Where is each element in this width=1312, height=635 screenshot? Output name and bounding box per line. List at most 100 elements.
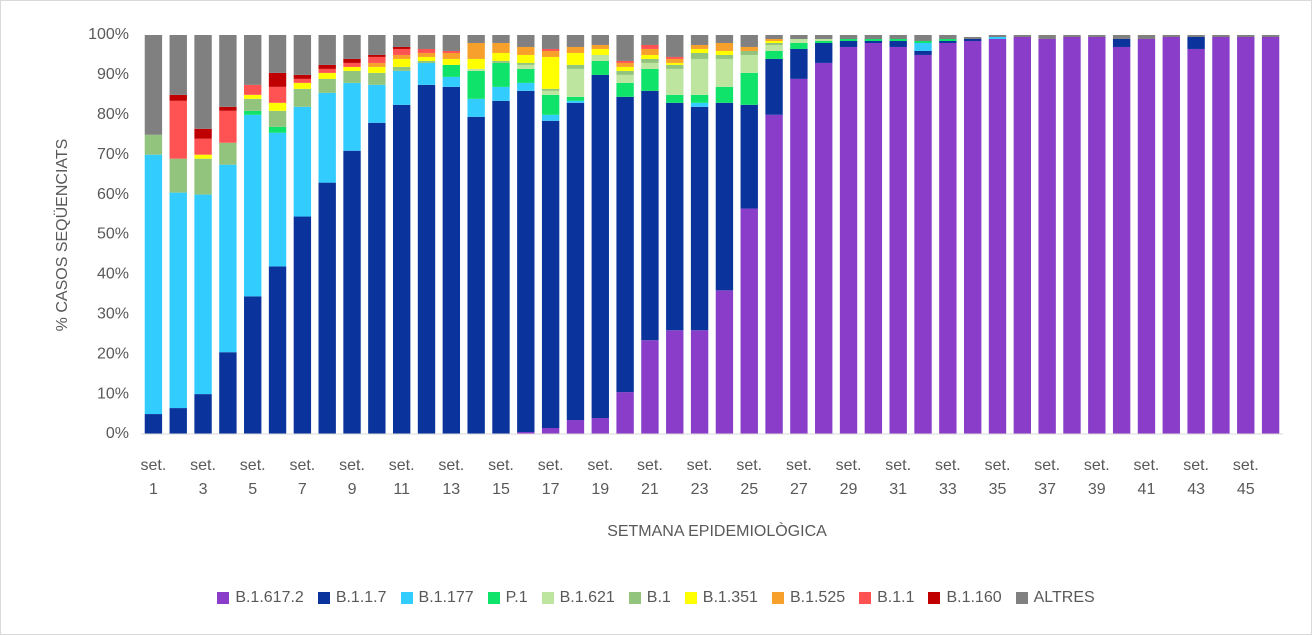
bar-segment [343, 66, 361, 71]
bar-segment [368, 122, 386, 434]
bar-segment [939, 40, 957, 43]
bar-segment [1063, 36, 1081, 435]
bar-segment [616, 82, 634, 97]
bar-segment [194, 35, 212, 129]
bar-segment [1237, 36, 1255, 435]
bar-segment [914, 35, 932, 41]
legend-item: B.1.1 [859, 589, 914, 607]
bar-segment [790, 35, 808, 39]
y-tick-label: 40% [97, 266, 129, 283]
bar-segment [442, 86, 461, 435]
bar-segment [541, 114, 560, 121]
bar-segment [169, 158, 187, 193]
bar-segment [144, 414, 163, 434]
x-tick-label: set. 25 [736, 457, 763, 498]
bar-segment [616, 74, 634, 83]
bar-segment [194, 128, 212, 139]
bar-segment [566, 420, 585, 434]
x-tick-label: set. 21 [637, 457, 663, 498]
legend-swatch [771, 592, 784, 604]
bar-segment [541, 120, 560, 429]
bar-segment [417, 60, 436, 63]
bar-segment [318, 72, 336, 79]
bar-segment [368, 84, 386, 123]
bar-segment [293, 216, 312, 434]
bar-segment [517, 64, 535, 69]
bar-segment [616, 66, 634, 71]
bar-segment [864, 35, 883, 39]
y-tick-label: 90% [97, 66, 129, 83]
bar-segment [194, 194, 212, 395]
y-tick-label: 10% [97, 385, 129, 402]
bar-segment [467, 42, 485, 59]
bar-segment [1063, 35, 1081, 37]
bar-segment [492, 100, 510, 435]
legend-label: ALTRES [1033, 589, 1095, 606]
legend-swatch [541, 592, 554, 604]
bar-segment [442, 76, 461, 87]
bar-segment [1162, 36, 1180, 435]
bar-segment [541, 35, 560, 49]
bar-segment [690, 58, 709, 95]
bar-segment [417, 62, 436, 85]
bar-segment [616, 96, 634, 393]
bar-segment [169, 192, 187, 409]
y-tick-label: 80% [97, 106, 129, 123]
x-tick-label: set. 19 [587, 457, 614, 498]
bar-segment [1237, 35, 1255, 37]
bar-segment [591, 418, 609, 434]
bar-segment [690, 94, 709, 103]
bar-segment [492, 86, 510, 101]
bar-segment [765, 44, 783, 51]
bar-segment [765, 38, 783, 41]
legend-item: B.1 [628, 589, 671, 607]
x-tick-label: set. 37 [1034, 457, 1061, 498]
bar-segment [492, 60, 510, 63]
bar-segment [889, 40, 907, 47]
bar-segment [517, 54, 535, 63]
bar-segment [343, 35, 361, 59]
bar-segment [244, 98, 262, 111]
x-tick-label: set. 9 [339, 457, 365, 498]
bar-segment [715, 290, 734, 434]
bar-segment [517, 62, 535, 65]
bar-segment [244, 114, 262, 297]
bar-segment [343, 150, 361, 434]
bar-segment [392, 35, 411, 47]
bar-segment [244, 84, 262, 95]
bar-segment [641, 62, 659, 69]
bar-segment [268, 35, 287, 73]
bar-segment [417, 56, 436, 61]
bar-segment [690, 52, 709, 59]
bar-segment [790, 38, 808, 43]
bar-segment [864, 40, 883, 43]
bar-segment [169, 35, 187, 95]
bar-segment [144, 134, 163, 155]
legend-swatch [628, 592, 641, 604]
bar-segment [616, 60, 634, 63]
bar-segment [169, 408, 187, 434]
bar-segment [566, 102, 585, 421]
bar-segment [1261, 36, 1280, 435]
bar-segment [988, 36, 1007, 39]
bar-segment [1187, 48, 1205, 435]
bar-segment [417, 35, 436, 49]
x-tick-label: set. 15 [488, 457, 514, 498]
bar-segment [318, 35, 336, 65]
y-tick-label: 50% [97, 226, 129, 243]
bar-segment [268, 126, 287, 133]
bar-segment [765, 114, 783, 435]
bar-segment [591, 74, 609, 419]
bar-segment [864, 38, 883, 41]
bar-segment [666, 94, 684, 103]
bar-segment [219, 142, 237, 165]
bar-segment [740, 72, 758, 105]
bar-segment [666, 62, 684, 65]
bar-segment [740, 54, 758, 73]
bar-segment [392, 66, 411, 71]
bar-segment [914, 54, 932, 434]
bar-segment [1038, 35, 1056, 39]
bar-segment [641, 54, 659, 59]
x-tick-label: set. 3 [190, 457, 216, 498]
